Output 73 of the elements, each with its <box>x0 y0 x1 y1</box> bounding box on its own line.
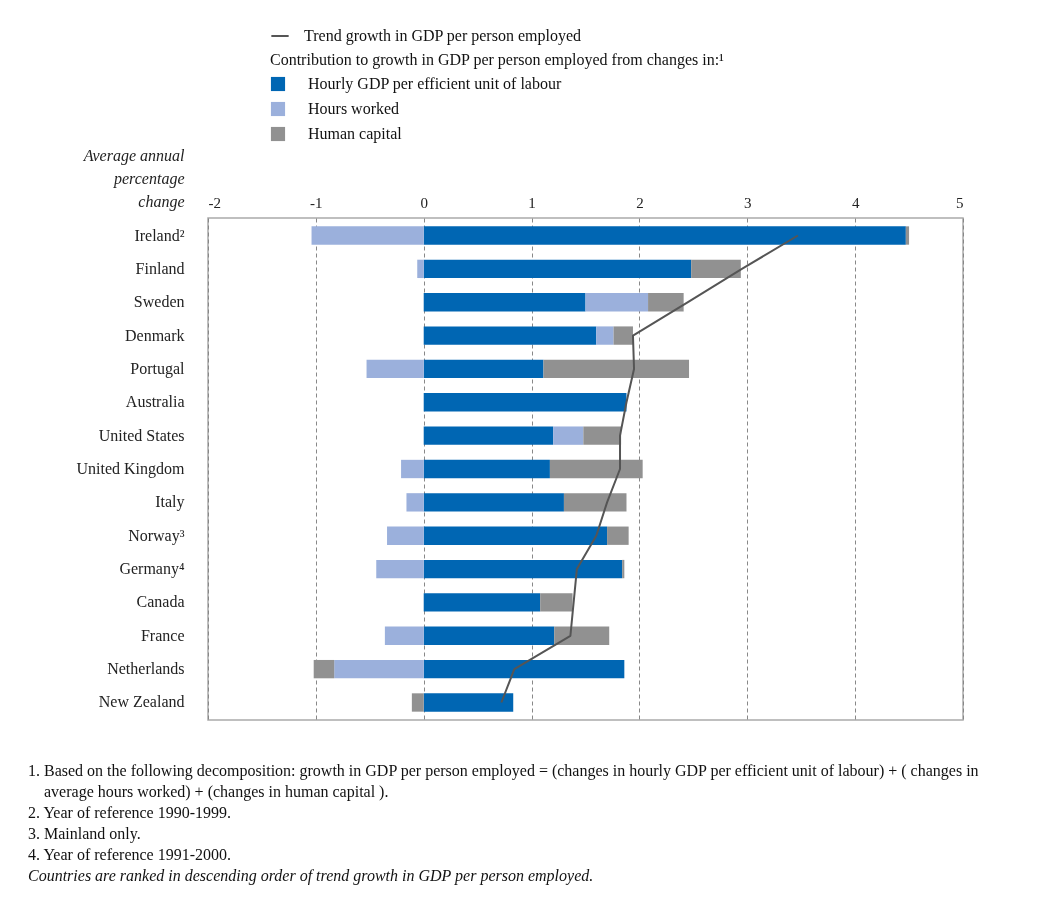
bar <box>423 459 550 479</box>
x-tick-label: -2 <box>208 194 221 211</box>
x-tick-label: 2 <box>636 194 644 211</box>
text: 2. Year of reference 1990-1999. <box>28 803 233 823</box>
bar <box>423 259 692 279</box>
bar <box>607 526 629 545</box>
y-tick-label: Denmark <box>124 326 185 344</box>
legend-label: Hourly GDP per efficient unit of labour <box>308 75 562 93</box>
legend-title: Contribution to growth in GDP per person employed from changes in:¹ <box>270 51 725 69</box>
legend-label: Trend growth in GDP per person employed <box>304 27 582 45</box>
bar <box>622 559 625 579</box>
legend-label: Human capital <box>308 125 403 143</box>
y-tick-label: Portugal <box>130 359 186 378</box>
bar <box>423 493 564 512</box>
bar <box>423 426 554 445</box>
bar <box>596 326 614 345</box>
x-tick-label: 1 <box>528 194 536 211</box>
text: Countries are ranked in descending order of trend growth in GDP per person employed. <box>28 866 595 886</box>
bar <box>423 526 608 545</box>
bar <box>648 293 684 312</box>
bar <box>406 493 424 512</box>
bar <box>423 559 623 579</box>
text: 3. Mainland only. <box>28 824 142 844</box>
bar <box>411 693 424 712</box>
bar <box>401 459 424 479</box>
bar <box>423 393 627 412</box>
bar <box>423 359 544 379</box>
x-tick-label: 0 <box>420 194 428 211</box>
y-tick-label: Canada <box>136 593 185 611</box>
y-tick-label: Australia <box>125 393 185 411</box>
y-tick-label: Ireland² <box>134 226 185 244</box>
y-tick-label: Netherlands <box>107 660 185 678</box>
y-tick-label: Germany⁴ <box>119 560 185 579</box>
bar <box>423 693 514 712</box>
bar <box>540 593 573 612</box>
bar <box>423 659 625 679</box>
bar <box>691 259 741 279</box>
bar <box>366 359 424 379</box>
bar <box>423 293 586 312</box>
bar <box>417 259 424 279</box>
text: 1. Based on the following decomposition: growth in GDP per person employed = (changes in hourly GDP per efficient unit of labour) + ( changes in average hours worked) + (changes in human capital ). <box>28 761 980 802</box>
bar <box>384 626 424 645</box>
bar <box>313 659 335 679</box>
y-tick-label: France <box>140 626 185 644</box>
bar <box>376 559 424 579</box>
bar <box>334 659 424 679</box>
bar <box>905 226 910 245</box>
y-tick-label: Norway³ <box>128 526 185 545</box>
x-tick-label: 5 <box>956 194 964 211</box>
bar <box>585 293 649 312</box>
y-tick-label: Italy <box>155 493 185 512</box>
x-axis-title: Average annual percentage change <box>82 146 186 211</box>
bar <box>423 593 541 612</box>
bar <box>311 226 424 245</box>
legend-label: Hours worked <box>308 100 400 117</box>
x-tick-label: 4 <box>851 194 860 211</box>
bar <box>423 326 597 345</box>
bar <box>387 526 424 545</box>
y-tick-label: New Zealand <box>98 693 185 711</box>
x-tick-label: 3 <box>744 194 752 211</box>
bar <box>553 426 584 445</box>
y-tick-label: United Kingdom <box>76 460 186 478</box>
y-tick-label: United States <box>98 426 185 444</box>
bar <box>423 226 906 245</box>
bar <box>583 426 622 445</box>
bar <box>554 626 610 645</box>
bar <box>423 626 555 645</box>
bar <box>613 326 633 345</box>
x-tick-label: -1 <box>310 194 323 211</box>
text: 4. Year of reference 1991-2000. <box>28 845 233 865</box>
bar <box>563 493 627 512</box>
y-tick-label: Finland <box>135 259 185 277</box>
y-tick-label: Sweden <box>133 293 185 311</box>
